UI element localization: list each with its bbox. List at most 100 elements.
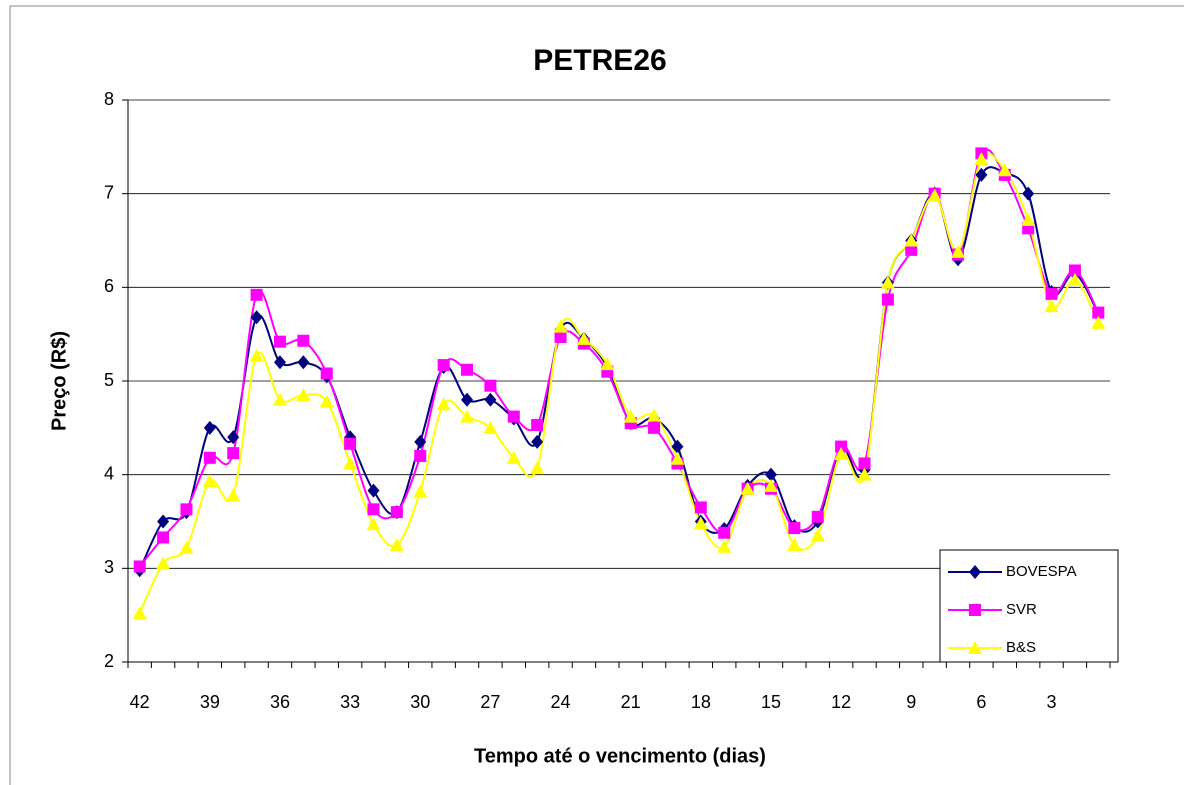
data-point — [718, 526, 731, 539]
y-tick-label: 4 — [104, 463, 114, 483]
data-point — [202, 474, 217, 488]
legend-label: SVR — [1006, 601, 1037, 618]
data-point — [484, 379, 497, 392]
x-tick-label: 3 — [1047, 692, 1057, 712]
x-tick-label: 6 — [976, 692, 986, 712]
data-point — [367, 483, 380, 498]
data-point — [975, 167, 988, 182]
data-point — [554, 330, 567, 343]
data-point — [226, 488, 241, 502]
data-point — [1068, 264, 1081, 277]
data-point — [203, 451, 216, 464]
x-tick-label: 39 — [200, 692, 220, 712]
data-point — [740, 481, 755, 495]
data-point — [670, 451, 685, 465]
data-point — [390, 506, 403, 519]
data-point — [904, 233, 919, 247]
data-point — [623, 409, 638, 423]
data-point — [180, 503, 193, 516]
x-tick-label: 33 — [340, 692, 360, 712]
data-point — [484, 392, 497, 407]
data-point — [297, 355, 310, 370]
data-point — [227, 447, 240, 460]
data-point — [414, 434, 427, 449]
data-point — [319, 394, 334, 408]
data-point — [460, 409, 475, 423]
data-point — [506, 450, 521, 464]
legend-marker — [968, 641, 982, 654]
data-point — [273, 355, 286, 370]
data-point — [905, 243, 918, 256]
data-point — [366, 517, 381, 531]
data-point — [997, 163, 1012, 177]
x-tick-label: 15 — [761, 692, 781, 712]
data-point — [414, 449, 427, 462]
data-point — [648, 421, 661, 434]
x-tick-label: 21 — [621, 692, 641, 712]
data-point — [133, 560, 146, 573]
data-point — [530, 461, 545, 475]
data-point — [834, 447, 849, 461]
data-point — [717, 539, 732, 553]
data-point — [531, 434, 544, 449]
data-point — [693, 516, 708, 530]
data-point — [810, 528, 825, 542]
y-tick-label: 8 — [104, 89, 114, 109]
data-point — [1022, 186, 1035, 201]
data-point — [461, 392, 474, 407]
data-point — [179, 540, 194, 554]
data-point — [1021, 212, 1036, 226]
data-point — [647, 408, 662, 422]
x-tick-label: 12 — [831, 692, 851, 712]
data-point — [764, 467, 777, 482]
data-point — [272, 392, 287, 406]
series-line — [138, 152, 1100, 614]
legend-marker — [969, 604, 981, 616]
data-point — [203, 420, 216, 435]
series-line — [138, 166, 1100, 571]
data-point — [600, 357, 615, 371]
data-point — [531, 419, 544, 432]
data-point — [787, 537, 802, 551]
data-point — [296, 388, 311, 402]
x-tick-label: 9 — [906, 692, 916, 712]
data-point — [507, 410, 520, 423]
data-point — [857, 467, 872, 481]
chart-title: PETRE26 — [533, 44, 666, 77]
legend-marker — [969, 565, 981, 579]
data-point — [157, 531, 170, 544]
x-tick-label: 24 — [551, 692, 571, 712]
data-point — [461, 363, 474, 376]
x-axis-label: Tempo até o vencimento (dias) — [474, 745, 766, 767]
y-axis-label: Preço (R$) — [48, 331, 70, 431]
y-tick-label: 6 — [104, 276, 114, 296]
data-point — [858, 457, 871, 470]
data-point — [437, 359, 450, 372]
data-point — [483, 420, 498, 434]
data-point — [694, 501, 707, 514]
data-point — [1044, 299, 1059, 313]
data-point — [367, 503, 380, 516]
x-tick-label: 30 — [410, 692, 430, 712]
data-point — [835, 440, 848, 453]
data-point — [1045, 287, 1058, 300]
data-point — [880, 275, 895, 289]
data-point — [553, 319, 568, 333]
data-point — [413, 484, 428, 498]
legend-label: BOVESPA — [1006, 563, 1077, 580]
data-point — [576, 331, 591, 345]
chart-frame — [9, 5, 1184, 785]
data-point — [249, 348, 264, 362]
data-point — [436, 397, 451, 411]
y-tick-label: 2 — [104, 651, 114, 671]
data-point — [788, 522, 801, 535]
data-point — [1092, 306, 1105, 319]
data-point — [344, 437, 357, 450]
y-tick-label: 5 — [104, 370, 114, 390]
data-point — [273, 335, 286, 348]
x-tick-label: 18 — [691, 692, 711, 712]
data-point — [763, 478, 778, 492]
data-point — [671, 439, 684, 454]
data-point — [297, 334, 310, 347]
